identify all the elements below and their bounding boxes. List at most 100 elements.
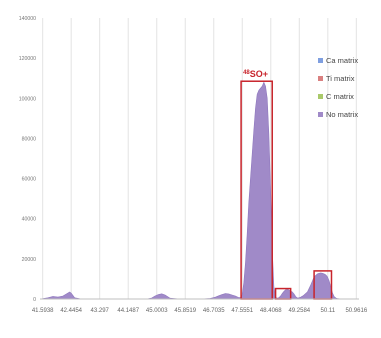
data-point	[253, 130, 254, 131]
data-point	[218, 295, 219, 296]
data-point	[265, 86, 266, 87]
x-tick-label-7: 47.5551	[231, 308, 253, 314]
data-point	[284, 291, 285, 292]
data-point	[304, 295, 305, 296]
data-point	[245, 262, 246, 263]
series-area-3	[42, 81, 357, 300]
data-point	[247, 234, 248, 235]
x-tick-label-1: 42.4454	[60, 308, 82, 314]
data-point	[307, 292, 308, 293]
data-point	[302, 296, 303, 297]
y-tick-label-3: 60000	[22, 177, 37, 183]
x-tick-label-4: 45.0003	[146, 308, 168, 314]
data-point	[222, 294, 223, 295]
data-point	[300, 297, 301, 298]
grid	[42, 18, 357, 299]
data-point	[319, 273, 320, 274]
y-tick-label-4: 80000	[22, 136, 37, 142]
legend-swatch-1	[318, 76, 323, 81]
legend-label-1: Ti matrix	[326, 74, 355, 83]
data-point	[299, 297, 300, 298]
data-point	[325, 275, 326, 276]
y-tick-label-7: 140000	[19, 16, 36, 22]
data-point	[69, 292, 70, 293]
legend-label-2: C matrix	[326, 92, 354, 101]
data-point	[274, 287, 275, 288]
data-point	[158, 294, 159, 295]
peak-annotation-superscript: 48	[243, 70, 250, 76]
data-point	[289, 290, 290, 291]
y-tick-label-5: 100000	[19, 96, 36, 102]
data-point	[324, 274, 325, 275]
data-point	[161, 293, 162, 294]
data-point	[58, 297, 59, 298]
x-tick-label-5: 45.8519	[174, 308, 196, 314]
x-axis-ticks: 41.5938 42.4454 43.297 44.1487 45.0003 45.851…	[32, 308, 368, 314]
y-tick-label-2: 40000	[22, 217, 37, 223]
data-point	[228, 294, 229, 295]
legend: Ca matrix Ti matrix C matrix No matrix	[318, 56, 358, 119]
data-point	[258, 90, 259, 91]
data-point	[310, 285, 311, 286]
legend-label-0: Ca matrix	[326, 56, 358, 65]
data-point	[320, 273, 321, 274]
data-point	[322, 273, 323, 274]
data-point	[155, 296, 156, 297]
data-point	[262, 86, 263, 87]
data-point	[295, 296, 296, 297]
data-point	[63, 296, 64, 297]
data-point	[252, 154, 253, 155]
data-point	[257, 94, 258, 95]
data-point	[243, 283, 244, 284]
data-point	[267, 98, 268, 99]
data-point	[165, 295, 166, 296]
peak-annotation-text: SO+	[250, 69, 268, 79]
peak-annotation: 48SO+	[243, 69, 268, 79]
data-point	[66, 294, 67, 295]
y-axis-ticks: 0 20000 40000 60000 80000 100000 120000 140000	[19, 16, 36, 303]
y-tick-label-1: 20000	[22, 257, 37, 263]
data-point	[170, 298, 171, 299]
data-point	[74, 297, 75, 298]
data-point	[280, 296, 281, 297]
data-point	[248, 202, 249, 203]
data-point	[329, 281, 330, 282]
data-point	[279, 297, 280, 298]
data-point	[334, 296, 335, 297]
legend-swatch-0	[318, 58, 323, 63]
legend-label-3: No matrix	[326, 110, 358, 119]
y-tick-label-6: 120000	[19, 56, 36, 62]
data-point	[71, 293, 72, 294]
x-tick-label-6: 46.7035	[203, 308, 225, 314]
data-point	[327, 277, 328, 278]
data-point	[250, 178, 251, 179]
data-point	[270, 188, 271, 189]
data-point	[215, 297, 216, 298]
x-tick-label-0: 41.5938	[32, 308, 54, 314]
data-point	[151, 298, 152, 299]
data-point	[53, 296, 54, 297]
data-point	[235, 296, 236, 297]
y-tick-label-0: 0	[33, 297, 36, 303]
data-point	[282, 293, 283, 294]
x-tick-label-8: 48.4068	[260, 308, 282, 314]
series-areas	[42, 81, 357, 300]
data-point	[335, 298, 336, 299]
x-tick-label-9: 49.2584	[288, 308, 310, 314]
x-tick-label-11: 50.9616	[345, 308, 367, 314]
x-tick-label-2: 43.297	[91, 308, 110, 314]
x-tick-label-10: 50.11	[321, 308, 336, 314]
data-point	[294, 294, 295, 295]
x-tick-label-3: 44.1487	[117, 308, 139, 314]
legend-swatch-2	[318, 94, 323, 99]
data-point	[225, 293, 226, 294]
data-point	[292, 292, 293, 293]
data-point	[255, 108, 256, 109]
data-point	[232, 295, 233, 296]
data-point	[268, 134, 269, 135]
legend-swatch-3	[318, 112, 323, 117]
data-point	[48, 297, 49, 298]
data-point	[260, 88, 261, 89]
